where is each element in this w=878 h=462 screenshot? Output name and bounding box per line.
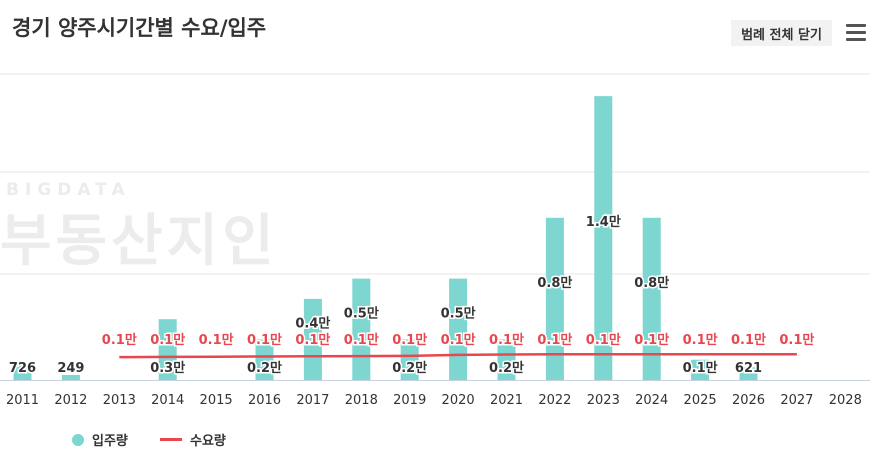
supply-bar bbox=[497, 339, 516, 380]
x-tick-label: 2013 bbox=[103, 393, 136, 408]
demand-data-label: 0.1만 bbox=[634, 332, 669, 348]
demand-data-label: 0.1만 bbox=[489, 332, 524, 348]
supply-data-labels: 726 249 0.3만 0.2만 0.4만 0.5만 0.2만 0.5만 0.2만 0.8만 1.… bbox=[7, 213, 763, 378]
supply-data-label: 621 bbox=[735, 361, 762, 376]
demand-data-label: 0.1만 bbox=[586, 332, 621, 348]
x-axis: 2011 2012 2013 2014 2015 2016 2017 2018 2019 2020… bbox=[0, 380, 870, 408]
demand-data-label: 0.1만 bbox=[102, 332, 137, 348]
x-tick-label: 2025 bbox=[684, 393, 717, 408]
x-tick-label: 2023 bbox=[587, 393, 620, 408]
supply-data-label: 0.5만 bbox=[441, 305, 476, 321]
legend-label-supply: 입주량 bbox=[92, 434, 128, 449]
x-tick-label: 2026 bbox=[732, 393, 765, 408]
demand-line bbox=[119, 352, 797, 359]
supply-data-label: 1.4만 bbox=[586, 214, 621, 230]
demand-data-label: 0.1만 bbox=[199, 332, 234, 348]
supply-data-label: 0.8만 bbox=[634, 275, 669, 291]
demand-data-label: 0.1만 bbox=[683, 332, 718, 348]
supply-data-label: 0.2만 bbox=[489, 360, 524, 376]
chart-title: 경기 양주시기간별 수요/입주 bbox=[12, 16, 267, 40]
supply-data-label: 0.4만 bbox=[295, 315, 330, 331]
demand-data-label: 0.1만 bbox=[247, 332, 282, 348]
supply-bar bbox=[642, 217, 661, 380]
supply-data-label: 0.3만 bbox=[150, 360, 185, 376]
supply-data-label: 0.2만 bbox=[247, 360, 282, 376]
supply-bar bbox=[255, 339, 274, 380]
supply-data-label: 0.2만 bbox=[392, 360, 427, 376]
menu-bar bbox=[846, 31, 866, 34]
demand-data-label: 0.1만 bbox=[537, 332, 572, 348]
x-tick-label: 2020 bbox=[442, 393, 475, 408]
supply-data-label: 0.5만 bbox=[344, 305, 379, 321]
grid-lines bbox=[0, 73, 870, 275]
menu-bar bbox=[846, 24, 866, 27]
x-tick-label: 2016 bbox=[248, 393, 281, 408]
demand-data-label: 0.1만 bbox=[779, 332, 814, 348]
demand-data-labels: 0.1만 0.1만 0.1만 0.1만 0.1만 0.1만 0.1만 0.1만 0.1만 0.1만… bbox=[100, 331, 816, 350]
demand-data-label: 0.1만 bbox=[392, 332, 427, 348]
legend-circle-icon bbox=[72, 433, 84, 446]
legend-item-supply[interactable]: 입주량 bbox=[72, 430, 128, 449]
supply-bar bbox=[400, 339, 419, 380]
x-tick-label: 2012 bbox=[54, 393, 87, 408]
supply-data-label: 726 bbox=[9, 361, 36, 376]
supply-bars bbox=[13, 96, 758, 380]
x-tick-label: 2021 bbox=[490, 393, 523, 408]
x-tick-label: 2018 bbox=[345, 393, 378, 408]
supply-bar bbox=[594, 96, 613, 380]
chart-area: 726 249 0.3만 0.2만 0.4만 0.5만 0.2만 0.5만 0.2만 0.8만 1.… bbox=[0, 73, 870, 408]
legend-label-demand: 수요량 bbox=[190, 434, 226, 449]
supply-bar bbox=[545, 217, 564, 380]
supply-bar bbox=[303, 298, 322, 380]
x-tick-label: 2022 bbox=[538, 393, 571, 408]
menu-bar bbox=[846, 38, 866, 41]
supply-bar bbox=[61, 374, 80, 380]
supply-bar bbox=[158, 319, 177, 380]
supply-data-label: 249 bbox=[57, 361, 84, 376]
x-tick-label: 2019 bbox=[393, 393, 426, 408]
x-tick-label: 2017 bbox=[296, 393, 329, 408]
demand-data-label: 0.1만 bbox=[344, 332, 379, 348]
legend-toggle-button[interactable]: 범례 전체 닫기 bbox=[731, 20, 832, 46]
demand-data-label: 0.1만 bbox=[295, 332, 330, 348]
legend-item-demand[interactable]: 수요량 bbox=[160, 430, 226, 449]
demand-line-path bbox=[119, 352, 797, 359]
demand-data-label: 0.1만 bbox=[150, 332, 185, 348]
supply-bar bbox=[449, 278, 468, 380]
demand-data-label: 0.1만 bbox=[441, 332, 476, 348]
x-tick-label: 2027 bbox=[780, 393, 813, 408]
supply-bar bbox=[13, 365, 32, 380]
hamburger-menu-icon[interactable] bbox=[846, 24, 866, 41]
demand-data-label: 0.1만 bbox=[731, 332, 766, 348]
supply-bar bbox=[691, 359, 710, 380]
x-tick-label: 2024 bbox=[635, 393, 668, 408]
x-tick-label: 2011 bbox=[6, 393, 39, 408]
supply-bar bbox=[352, 278, 371, 380]
legend-line-icon bbox=[160, 438, 182, 441]
supply-data-label: 0.1만 bbox=[683, 360, 718, 376]
x-tick-label: 2014 bbox=[151, 393, 184, 408]
x-tick-label: 2015 bbox=[200, 393, 233, 408]
supply-bar bbox=[739, 367, 758, 380]
x-tick-label: 2028 bbox=[829, 393, 862, 408]
supply-data-label: 0.8만 bbox=[537, 275, 572, 291]
